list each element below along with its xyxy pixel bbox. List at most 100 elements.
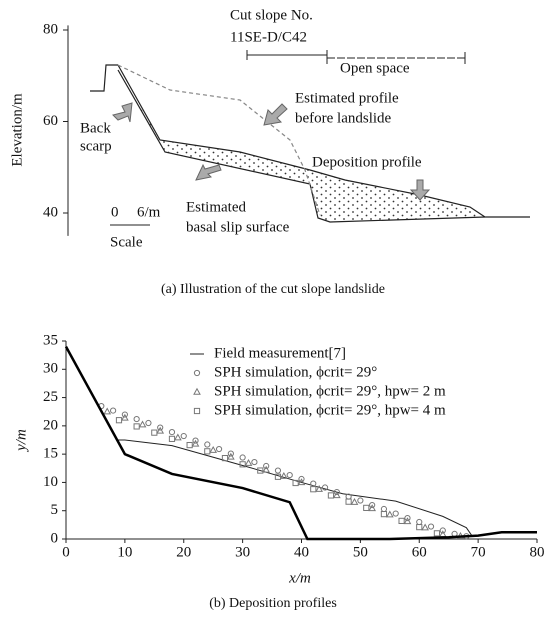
y-axis-label: y/m	[13, 429, 29, 453]
y-tick-label: 80	[43, 21, 58, 37]
point	[204, 448, 211, 455]
legend-label: Field measurement[7]	[214, 345, 346, 361]
caption: (b) Deposition profiles	[209, 596, 337, 611]
panel-b: x/m y/m (b) Deposition profiles 0 5 10 15 20…	[13, 332, 544, 611]
point	[186, 441, 193, 449]
point	[121, 413, 129, 421]
point	[416, 524, 423, 531]
arrow	[409, 179, 431, 201]
y-tick-label: 25	[43, 389, 58, 405]
point	[262, 465, 271, 473]
point	[332, 491, 341, 499]
point	[398, 517, 405, 524]
y-tick-label: 5	[51, 502, 59, 518]
point	[204, 441, 211, 448]
x-tick-label: 80	[530, 544, 545, 560]
annotation: Estimated profile	[295, 90, 399, 106]
point	[227, 452, 235, 460]
point	[292, 479, 299, 487]
legend-label: SPH simulation, ϕcrit= 29°, hpw= 4 m	[214, 402, 446, 418]
point	[103, 407, 112, 415]
arrow	[195, 163, 222, 181]
annotation: Scale	[110, 234, 143, 250]
x-tick-label: 50	[353, 544, 368, 560]
x-tick-label: 60	[412, 544, 427, 560]
y-tick-label: 35	[43, 332, 58, 348]
x-tick-label: 20	[176, 544, 191, 560]
point	[133, 415, 140, 423]
point	[403, 517, 412, 525]
point	[439, 527, 446, 534]
point	[404, 514, 411, 522]
point	[115, 417, 123, 424]
point	[180, 432, 187, 440]
caption: (a) Illustration of the cut slope landsl…	[161, 282, 385, 297]
annotation: 0	[111, 204, 119, 220]
legend-label: SPH simulation, ϕcrit= 29°, hpw= 2 m	[214, 383, 446, 399]
point	[168, 428, 176, 436]
point	[145, 419, 152, 427]
y-axis-label: Elevation/m	[9, 93, 25, 167]
scarp	[90, 64, 118, 92]
point	[297, 478, 306, 486]
point	[239, 454, 246, 461]
pre-slide-profile	[117, 64, 321, 216]
annotation: Cut slope No.	[230, 7, 313, 23]
arrow	[112, 102, 133, 123]
point	[333, 488, 340, 496]
legend-symbol	[193, 387, 201, 395]
y-tick-label: 30	[43, 361, 58, 377]
point	[369, 501, 376, 509]
point	[279, 471, 288, 479]
deposit	[118, 70, 485, 222]
point	[168, 435, 176, 442]
annotation: 6/m	[137, 204, 161, 220]
point	[156, 426, 165, 434]
annotation: Estimated	[186, 199, 246, 215]
x-tick-label: 0	[62, 544, 70, 560]
point	[227, 450, 234, 457]
point	[121, 411, 128, 418]
y-tick-label: 10	[43, 474, 58, 490]
point	[274, 473, 282, 480]
point	[110, 407, 117, 414]
point	[310, 486, 317, 493]
annotation: Deposition profile	[312, 154, 422, 170]
point	[133, 423, 140, 430]
y-tick-label: 0	[51, 530, 59, 546]
point	[350, 497, 359, 505]
legend-symbol	[193, 369, 201, 377]
annotation: scarp	[80, 138, 112, 154]
y-tick-label: 15	[43, 446, 58, 462]
point	[357, 497, 364, 504]
x-tick-label: 30	[235, 544, 250, 560]
point	[138, 420, 147, 428]
annotation: basal slip surface	[186, 219, 290, 235]
y-tick-label: 60	[43, 113, 58, 129]
basal-surface	[117, 69, 486, 223]
y-tick-label: 20	[43, 417, 58, 433]
point	[174, 433, 182, 441]
point	[192, 437, 199, 444]
point	[345, 498, 352, 505]
arrow	[263, 103, 288, 126]
annotation: Open space	[340, 60, 410, 76]
point	[363, 504, 370, 511]
x-tick-label: 40	[294, 544, 309, 560]
x-tick-label: 10	[117, 544, 132, 560]
panel-a: Cut slope No. 11SE-D/C42 Open space Esti…	[9, 7, 530, 297]
point	[315, 484, 324, 492]
annotation: 11SE-D/C42	[230, 29, 307, 45]
point	[385, 510, 394, 518]
point	[263, 462, 270, 470]
point	[251, 458, 258, 466]
point	[380, 505, 388, 513]
point	[209, 445, 218, 453]
annotation: before landslide	[295, 110, 392, 126]
annotation: Back	[80, 120, 111, 136]
point	[274, 467, 282, 474]
point	[151, 429, 158, 436]
point	[191, 439, 200, 447]
